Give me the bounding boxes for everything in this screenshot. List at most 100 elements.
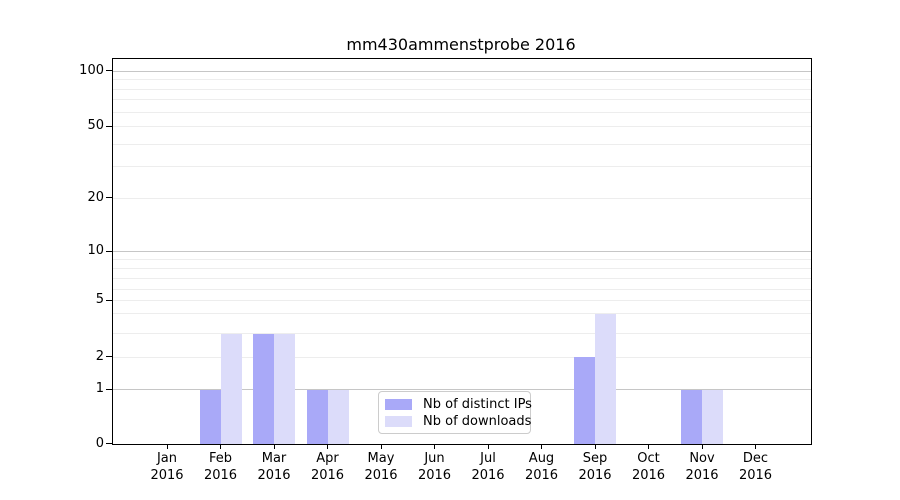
- legend-label-distinct-ips: Nb of distinct IPs: [423, 397, 532, 412]
- x-tick-year: 2016: [203, 468, 238, 483]
- gridline-minor-3: [113, 333, 811, 334]
- x-tick-month: May: [367, 451, 395, 466]
- x-tick-jan: [166, 444, 168, 449]
- x-tick-label-nov: Nov 2016: [669, 450, 735, 484]
- x-tick-month: Sep: [582, 451, 608, 466]
- x-tick-year: 2016: [631, 468, 666, 483]
- chart-title: mm430ammenstprobe 2016: [346, 35, 576, 54]
- y-tick-label-0: 0: [95, 435, 104, 451]
- gridline-minor-2: [113, 356, 811, 358]
- bar-mar-downloads: [274, 333, 295, 444]
- x-tick-label-dec: Dec 2016: [723, 450, 789, 484]
- x-tick-aug: [541, 444, 542, 449]
- x-tick-month: Jul: [480, 451, 496, 466]
- gridline-minor-80: [113, 88, 811, 90]
- bar-sep-distinct-ips: [574, 357, 595, 444]
- x-tick-label-feb: Feb 2016: [188, 450, 254, 484]
- x-tick-month: Mar: [261, 451, 287, 466]
- legend-swatch-downloads: [385, 416, 412, 427]
- gridline-major-10: [113, 251, 811, 252]
- x-tick-label-jul: Jul 2016: [455, 450, 521, 484]
- x-tick-oct: [648, 444, 649, 449]
- x-tick-label-sep: Sep 2016: [562, 450, 628, 484]
- bar-sep-downloads: [595, 313, 616, 444]
- y-tick-10: [105, 250, 113, 252]
- x-tick-month: Nov: [689, 451, 715, 466]
- gridline-minor-6: [113, 289, 811, 290]
- x-tick-nov: [701, 444, 703, 449]
- legend-item-distinct-ips: Nb of distinct IPs: [385, 396, 532, 413]
- x-tick-sep: [594, 444, 596, 449]
- gridline-minor-4: [113, 313, 811, 314]
- gridline-minor-8: [113, 267, 811, 269]
- y-tick-label-2: 2: [95, 348, 104, 364]
- y-tick-label-50: 50: [87, 118, 104, 133]
- x-tick-year: 2016: [738, 468, 773, 483]
- gridline-minor-50: [113, 126, 811, 127]
- gridline-minor-70: [113, 99, 811, 100]
- y-tick-1: [105, 388, 113, 390]
- y-tick-5: [105, 299, 113, 301]
- x-tick-month: Aug: [528, 451, 555, 466]
- x-tick-label-mar: Mar 2016: [241, 450, 307, 484]
- bar-apr-distinct-ips: [306, 389, 328, 444]
- x-tick-jul: [487, 444, 489, 449]
- x-tick-month: Jun: [424, 451, 445, 466]
- x-tick-month: Oct: [637, 451, 660, 466]
- bar-nov-downloads: [702, 389, 723, 444]
- x-tick-label-may: May 2016: [348, 450, 414, 484]
- bar-feb-distinct-ips: [199, 389, 221, 444]
- y-tick-50: [105, 125, 113, 127]
- x-tick-label-jan: Jan 2016: [134, 450, 200, 484]
- gridline-minor-5: [113, 300, 811, 301]
- x-tick-month: Feb: [208, 451, 233, 466]
- gridline-major-100: [113, 70, 811, 72]
- bar-nov-distinct-ips: [681, 389, 702, 444]
- x-tick-mar: [273, 444, 275, 449]
- x-tick-year: 2016: [150, 468, 184, 483]
- legend-item-downloads: Nb of downloads: [385, 413, 531, 430]
- gridline-minor-30: [113, 166, 811, 167]
- bar-apr-downloads: [327, 389, 349, 444]
- x-tick-year: 2016: [471, 468, 505, 483]
- x-tick-month: Dec: [742, 451, 769, 466]
- x-tick-dec: [755, 444, 756, 449]
- gridline-minor-7: [113, 277, 811, 279]
- x-tick-year: 2016: [257, 468, 291, 483]
- bar-mar-distinct-ips: [253, 333, 274, 444]
- x-tick-feb: [220, 444, 221, 449]
- x-tick-year: 2016: [524, 468, 559, 483]
- x-tick-may: [380, 444, 382, 449]
- x-tick-label-aug: Aug 2016: [509, 450, 575, 484]
- gridline-minor-9: [113, 258, 811, 260]
- x-tick-apr: [327, 444, 328, 449]
- y-tick-label-100: 100: [79, 62, 104, 78]
- x-tick-jun: [434, 444, 435, 449]
- y-tick-label-20: 20: [87, 189, 104, 205]
- x-tick-year: 2016: [310, 468, 345, 483]
- x-tick-year: 2016: [685, 468, 719, 483]
- y-tick-100: [105, 70, 113, 71]
- y-tick-0: [105, 443, 113, 444]
- y-tick-20: [105, 197, 113, 198]
- x-tick-month: Apr: [316, 451, 339, 466]
- x-tick-year: 2016: [578, 468, 612, 483]
- y-tick-label-5: 5: [95, 292, 104, 307]
- legend: Nb of distinct IPs Nb of downloads: [378, 391, 532, 434]
- legend-label-downloads: Nb of downloads: [423, 414, 532, 429]
- x-tick-label-apr: Apr 2016: [295, 450, 361, 484]
- y-tick-label-10: 10: [87, 243, 104, 258]
- gridline-minor-90: [113, 79, 811, 80]
- plot-area: [112, 58, 812, 445]
- y-tick-2: [105, 356, 113, 357]
- x-tick-label-oct: Oct 2016: [616, 450, 682, 484]
- x-tick-year: 2016: [417, 468, 452, 483]
- x-tick-label-jun: Jun 2016: [402, 450, 468, 484]
- bar-feb-downloads: [220, 333, 242, 444]
- gridline-major-1: [113, 389, 811, 390]
- legend-swatch-distinct-ips: [385, 399, 412, 410]
- gridline-minor-20: [113, 197, 811, 199]
- x-tick-year: 2016: [364, 468, 398, 483]
- gridline-minor-60: [113, 111, 811, 113]
